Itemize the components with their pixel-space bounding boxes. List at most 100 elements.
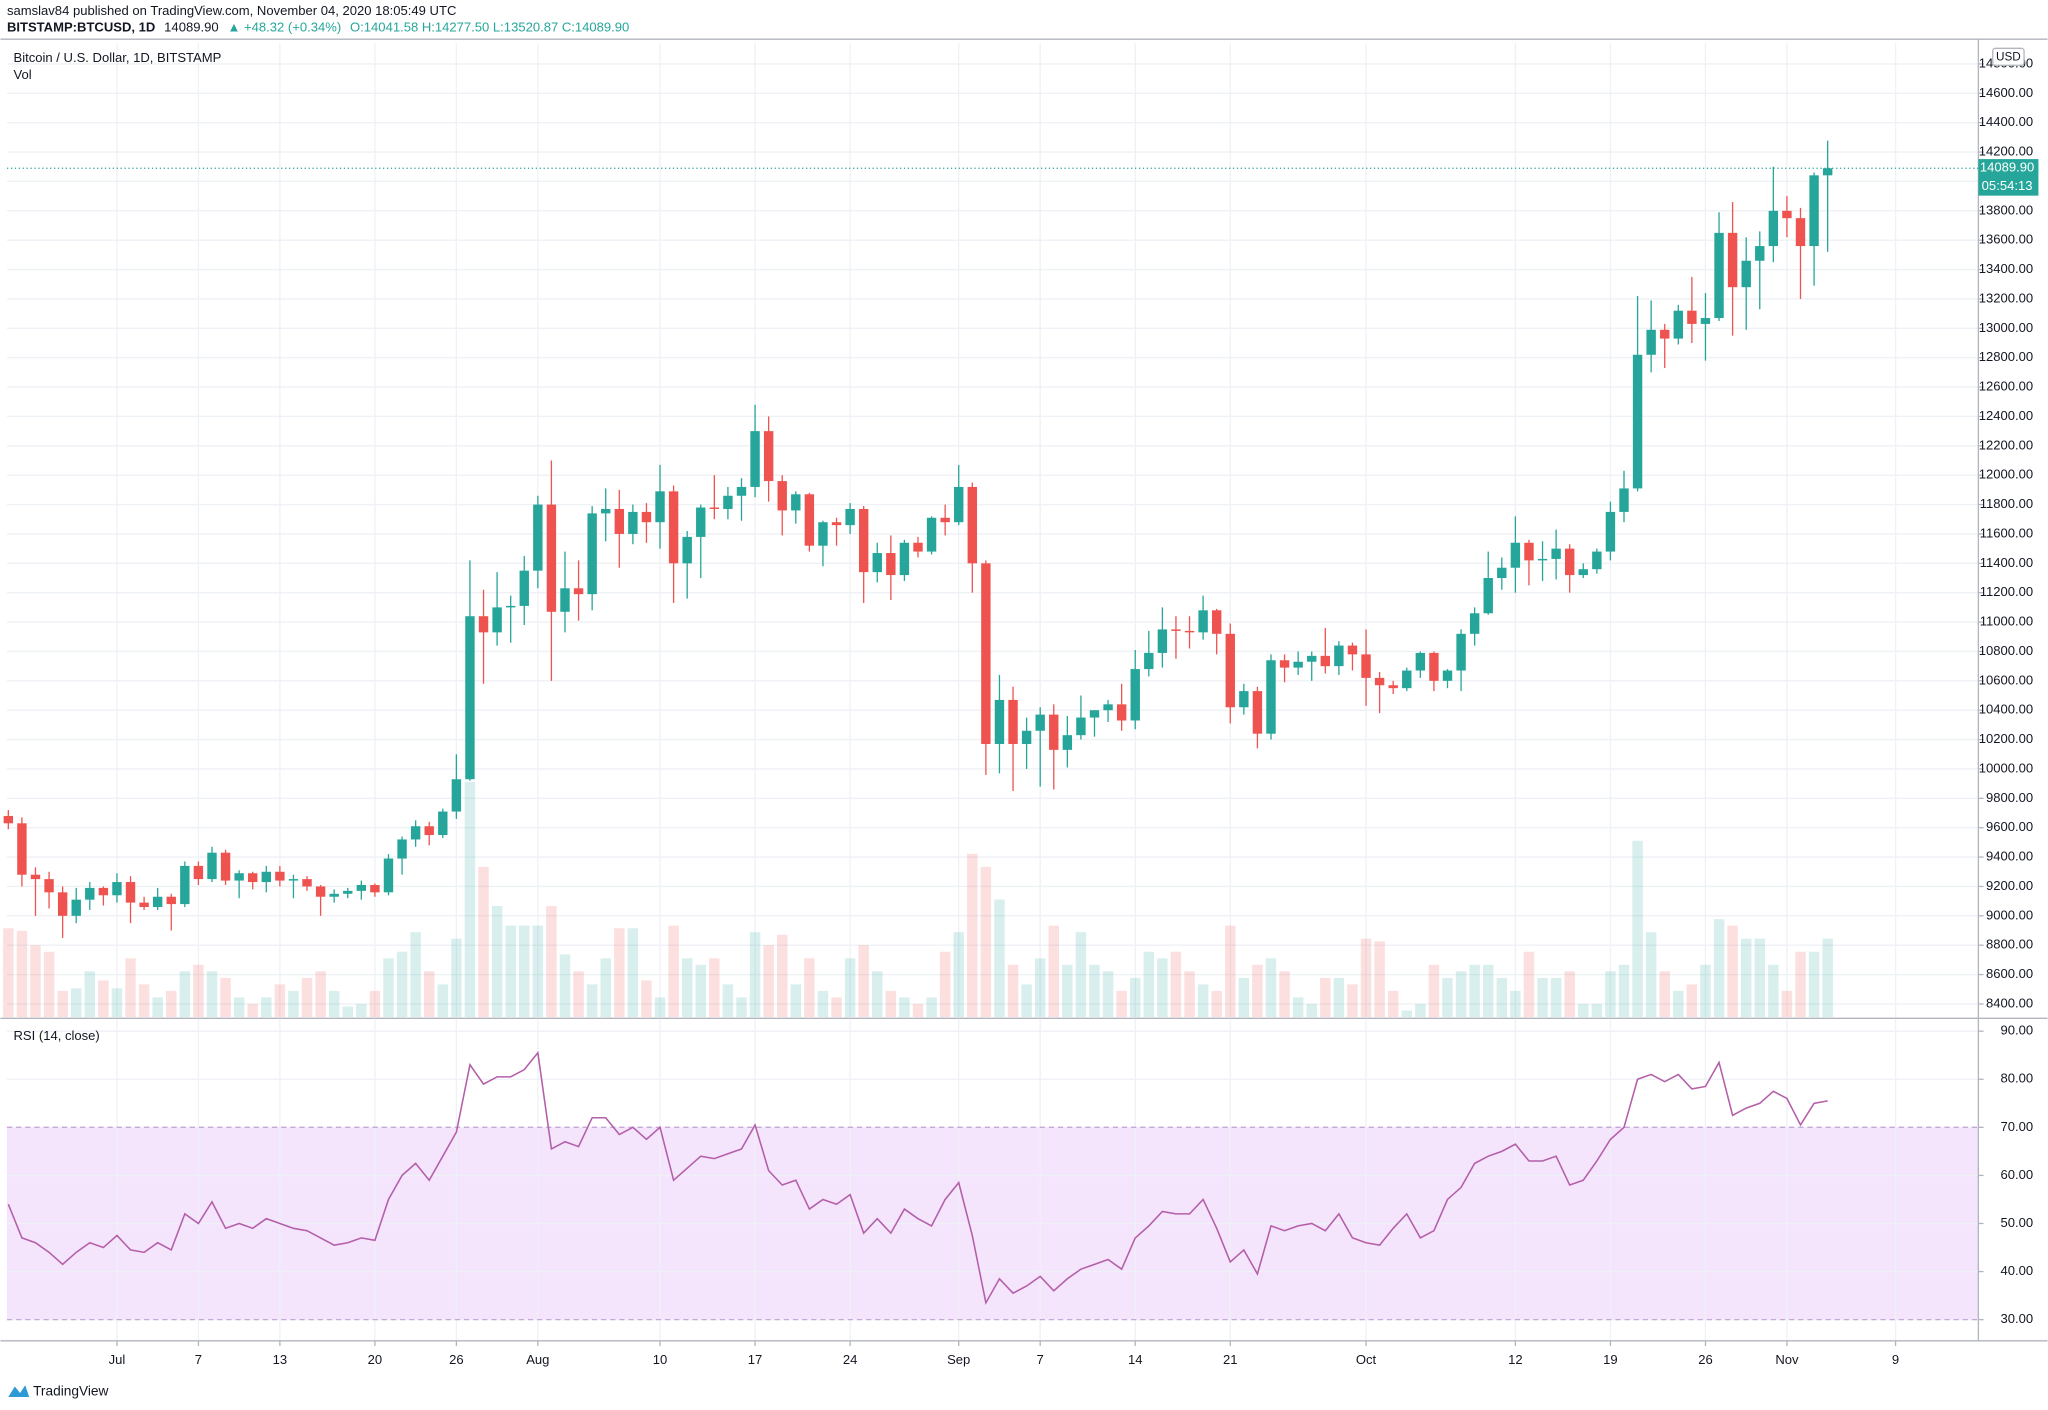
candle-body [628, 511, 638, 534]
x-tick-label: 26 [449, 1352, 464, 1367]
candle-body [1116, 704, 1127, 721]
volume-bar [43, 951, 55, 1018]
volume-bar [315, 971, 326, 1018]
candle-body [410, 826, 421, 840]
symbol: BITSTAMP:BTCUSD, 1D [7, 20, 155, 35]
candle-body [1388, 685, 1398, 689]
candle-body [573, 588, 584, 595]
volume-bar [1075, 932, 1087, 1018]
y-tick-label: 10200.00 [1979, 731, 2033, 746]
candle-body [1795, 218, 1806, 247]
x-tick-label: Sep [947, 1352, 970, 1367]
candle-body [44, 879, 54, 893]
volume-bar [1659, 971, 1670, 1018]
candle-body [1361, 654, 1371, 678]
candle-body [994, 699, 1005, 744]
candle-body [1768, 210, 1779, 247]
candle-body [1469, 613, 1480, 634]
volume-bar [179, 971, 191, 1018]
volume-bar [1591, 1003, 1603, 1018]
volume-bar [1455, 971, 1467, 1018]
volume-bar [1632, 840, 1643, 1018]
volume-bar [166, 990, 177, 1018]
volume-bar [1727, 925, 1738, 1018]
candle-body [1293, 661, 1303, 668]
rsi-tick-label: 80.00 [2001, 1071, 2034, 1086]
candle-body [886, 553, 896, 576]
volume-bar [1184, 971, 1195, 1018]
volume-bar [967, 853, 978, 1018]
candle-body [505, 605, 516, 608]
y-tick-label: 10400.00 [1979, 702, 2033, 717]
last-price-label: 14089.90 [1980, 160, 2034, 175]
volume-bar [410, 932, 421, 1018]
candle-body [1062, 735, 1073, 750]
candle-body [682, 536, 692, 564]
candle-body [1605, 511, 1616, 552]
candle-body [492, 607, 502, 633]
candle-body [1741, 260, 1751, 288]
volume-bar [423, 971, 435, 1018]
countdown-label: 05:54:13 [1982, 178, 2033, 193]
candle-body [1266, 660, 1276, 734]
candle-body [356, 884, 367, 891]
last-price-box [1978, 159, 2039, 196]
volume-bar [1754, 938, 1765, 1018]
volume-bar [722, 984, 734, 1018]
volume-bar [668, 925, 679, 1018]
volume-bar [111, 988, 123, 1018]
volume-bar [288, 990, 299, 1018]
volume-bar [1673, 990, 1684, 1018]
candle-body [1497, 567, 1507, 579]
candle-body [1130, 669, 1140, 721]
volume-bar [70, 988, 82, 1018]
volume-bar [1415, 1003, 1426, 1018]
x-tick-label: 9 [1892, 1352, 1899, 1367]
candle-body [315, 886, 326, 897]
y-tick-label: 11000.00 [1980, 614, 2033, 629]
x-tick-label: 7 [195, 1352, 202, 1367]
candle-body [1755, 246, 1765, 261]
candle-body [858, 508, 869, 573]
candle-body [112, 882, 122, 896]
y-tick-label: 14400.00 [1979, 114, 2033, 129]
candle-body [85, 887, 95, 900]
candle-body [1714, 232, 1724, 319]
candle-body [519, 570, 529, 606]
panes: Jul 7 13 20 26 Aug 10 17 24 Sep 7 14 21 Oct 12 19 26 Nov 9… [0, 38, 2048, 1367]
symbol-line: BITSTAMP:BTCUSD, 1D 14089.90 ▲ +48.32 (+… [7, 20, 629, 35]
volume-bar [356, 1003, 367, 1018]
volume-bar [1387, 990, 1399, 1018]
volume-bar [451, 938, 462, 1018]
candle-body [1320, 655, 1331, 667]
candle-body [750, 431, 760, 487]
candle-body [1089, 710, 1100, 718]
candle-body [207, 852, 217, 880]
volume-bar [953, 932, 964, 1018]
rsi-label: RSI (14, close) [13, 1028, 99, 1043]
volume-bar [1238, 977, 1250, 1018]
volume-bar [1523, 951, 1535, 1018]
x-tick-label: 13 [273, 1352, 288, 1367]
rsi-tick-label: 50.00 [2001, 1215, 2034, 1230]
candle-body [1076, 717, 1086, 736]
volume-bar [1808, 951, 1820, 1018]
volume-bar [1496, 977, 1508, 1018]
candle-body [763, 431, 774, 482]
y-tick-label: 11400.00 [1980, 555, 2033, 570]
candle-body [30, 874, 41, 880]
volume-bar [777, 934, 788, 1018]
volume-bar [844, 958, 856, 1018]
volume-bar [30, 945, 41, 1018]
volume-bar [872, 971, 883, 1018]
candle-body [1673, 310, 1684, 339]
candle-body [261, 871, 271, 883]
candle-body [180, 865, 190, 905]
volume-label: Vol [13, 67, 31, 82]
volume-bar [464, 782, 476, 1018]
y-tick-label: 13800.00 [1979, 202, 2033, 217]
volume-bar [369, 990, 381, 1018]
x-tick-label: Aug [526, 1352, 549, 1367]
volume-bar [1062, 964, 1073, 1018]
candle-body [1198, 610, 1208, 633]
